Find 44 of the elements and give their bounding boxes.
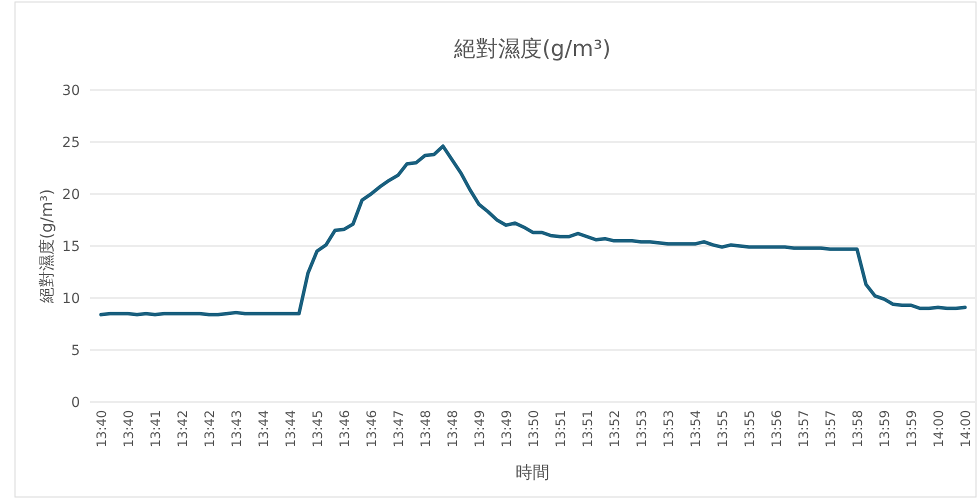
x-tick-label: 13:57 <box>797 410 812 448</box>
x-tick-label: 13:54 <box>689 410 704 448</box>
x-tick-label: 13:51 <box>581 410 596 448</box>
x-tick-label: 13:49 <box>500 410 515 448</box>
x-tick-label: 13:42 <box>176 410 191 448</box>
x-tick-label: 13:55 <box>743 410 758 448</box>
line-series <box>99 144 967 316</box>
x-tick-label: 13:48 <box>446 410 461 448</box>
x-tick-label: 13:53 <box>635 410 650 448</box>
y-tick-label: 15 <box>62 239 80 255</box>
x-tick-label: 13:40 <box>95 410 110 448</box>
x-tick-label: 14:00 <box>959 410 974 448</box>
x-tick-label: 14:00 <box>932 410 947 448</box>
x-tick-label: 13:44 <box>257 410 272 448</box>
x-tick-label: 13:44 <box>284 410 299 448</box>
x-tick-label: 13:59 <box>878 410 893 448</box>
x-tick-label: 13:57 <box>824 410 839 448</box>
x-tick-label: 13:45 <box>311 410 326 448</box>
x-tick-label: 13:51 <box>554 410 569 448</box>
y-axis-title: 絕對濕度(g/m³) <box>37 188 56 304</box>
x-tick-label: 13:53 <box>662 410 677 448</box>
x-tick-label: 13:58 <box>851 410 866 448</box>
y-tick-label: 20 <box>62 187 80 203</box>
y-tick-label: 30 <box>62 83 80 99</box>
y-tick-label: 0 <box>71 395 80 411</box>
x-tick-label: 13:52 <box>608 410 623 448</box>
chart-title: 絕對濕度(g/m³) <box>453 37 611 62</box>
x-axis-title: 時間 <box>516 463 550 483</box>
x-tick-label: 13:48 <box>419 410 434 448</box>
x-tick-label: 13:49 <box>473 410 488 448</box>
x-tick-label: 13:43 <box>230 410 245 448</box>
x-tick-label: 13:55 <box>716 410 731 448</box>
x-tick-label: 13:40 <box>122 410 137 448</box>
y-tick-label: 10 <box>62 291 80 307</box>
x-tick-label: 13:46 <box>365 410 380 448</box>
x-tick-label: 13:50 <box>527 410 542 448</box>
x-tick-label: 13:42 <box>203 410 218 448</box>
x-tick-label: 13:46 <box>338 410 353 448</box>
x-tick-label: 13:41 <box>149 410 164 448</box>
y-tick-label: 25 <box>62 135 80 151</box>
x-tick-label: 13:47 <box>392 410 407 448</box>
x-tick-label: 13:59 <box>905 410 920 448</box>
y-tick-label: 5 <box>71 343 80 359</box>
x-tick-label: 13:56 <box>770 410 785 448</box>
